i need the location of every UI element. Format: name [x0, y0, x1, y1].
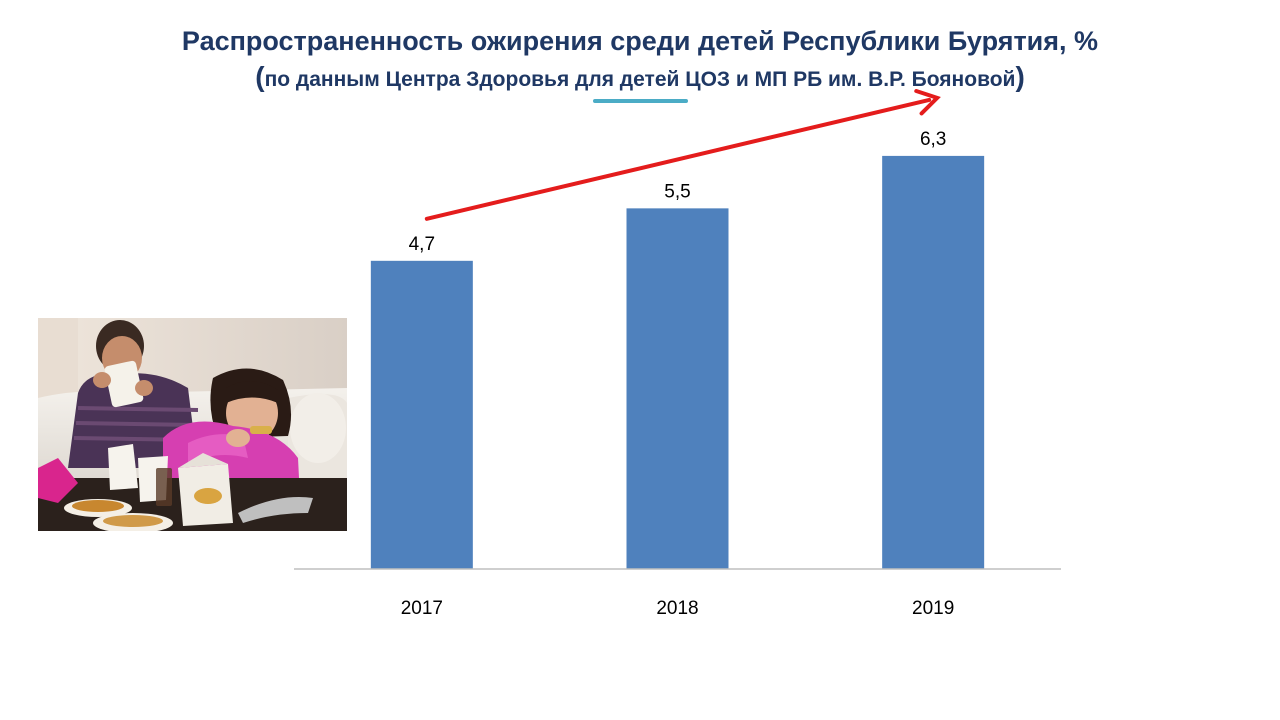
chart-title: Распространенность ожирения среди детей … — [181, 26, 1099, 56]
bar-2018 — [626, 208, 729, 569]
x-tick-label-2017: 2017 — [401, 598, 443, 619]
value-label-2018: 5,5 — [664, 181, 690, 202]
value-label-2017: 4,7 — [409, 234, 435, 255]
subtitle-open-paren: ( — [255, 61, 265, 92]
chart-subtitle: (по данным Центра Здоровья для детей ЦОЗ… — [0, 60, 1280, 97]
photo-illustration — [38, 318, 347, 531]
x-tick-labels-group: 2017 2018 2019 — [401, 598, 955, 619]
trend-arrow-shaft — [424, 97, 932, 221]
bars-group — [370, 155, 985, 569]
title-accent-line — [593, 99, 688, 103]
bar-2019 — [882, 155, 985, 569]
value-labels-group: 4,7 5,5 6,3 — [409, 129, 947, 255]
subtitle-text: по данным Центра Здоровья для детей ЦОЗ … — [264, 68, 1016, 91]
chart-title-block: Распространенность ожирения среди детей … — [0, 22, 1280, 97]
trend-arrow-head — [914, 89, 941, 116]
subtitle-close-paren: ) — [1015, 61, 1025, 92]
children-eating-photo — [38, 318, 347, 531]
x-tick-label-2018: 2018 — [656, 598, 698, 619]
x-tick-label-2019: 2019 — [912, 598, 954, 619]
value-label-2019: 6,3 — [920, 129, 946, 150]
trend-arrow-group — [424, 89, 941, 221]
bar-2017 — [370, 260, 473, 569]
